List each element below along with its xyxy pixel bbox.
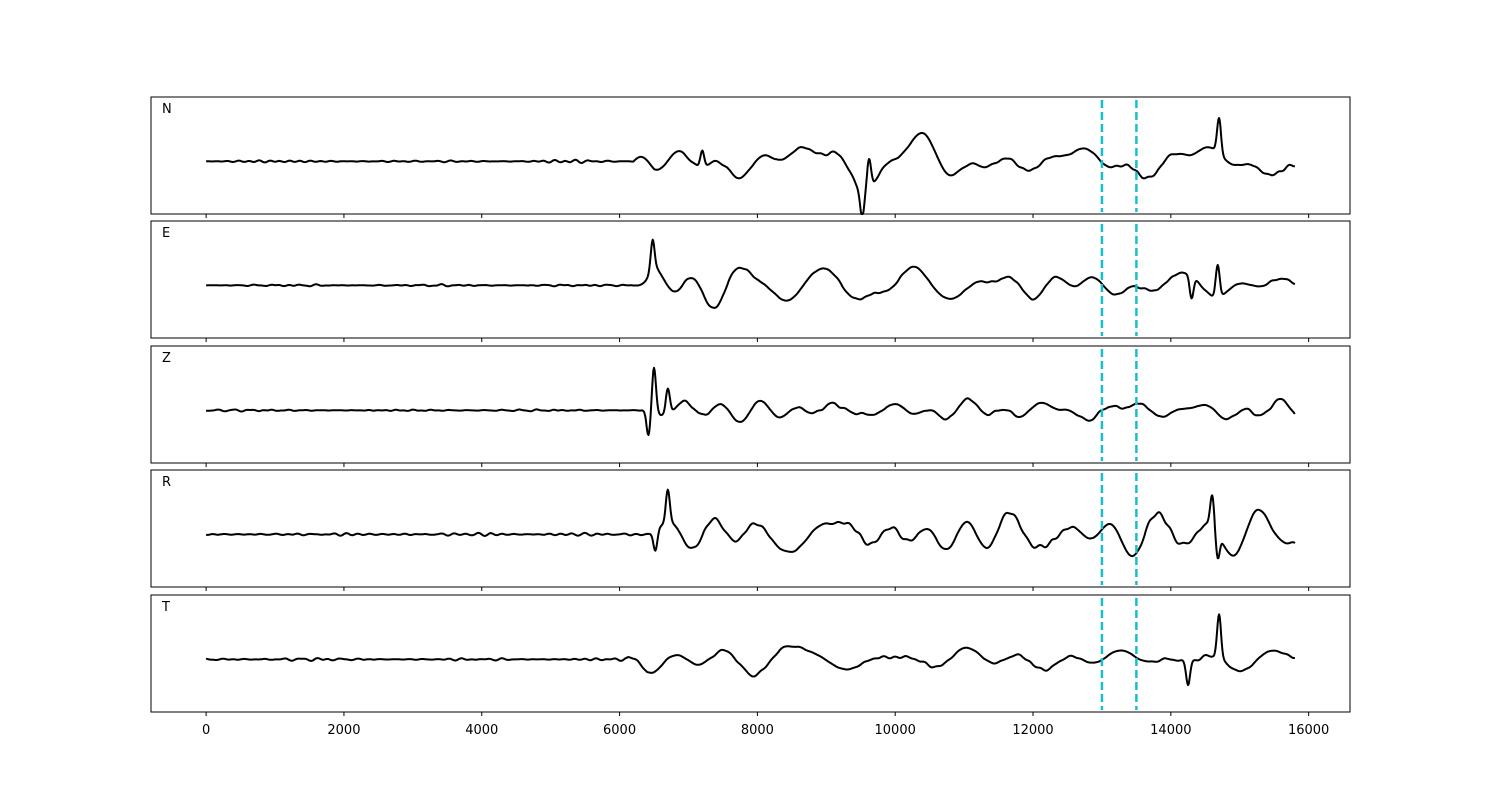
panel-frame (150, 469, 1351, 588)
panel-frame (150, 96, 1351, 215)
panel-frame (150, 345, 1351, 464)
waveform-trace (205, 613, 1296, 687)
x-tick-label: 14000 (1150, 723, 1191, 738)
panels-group: N E Z R T (150, 96, 1351, 716)
x-tick-label: 2000 (327, 723, 360, 738)
panel-label: T (161, 600, 170, 615)
x-tick-label: 10000 (875, 723, 916, 738)
waveform-trace (205, 238, 1296, 309)
panel-n: N (150, 96, 1351, 218)
panel-r: R (150, 469, 1351, 591)
x-tick-label: 6000 (603, 723, 636, 738)
panel-z: Z (150, 345, 1351, 467)
panel-frame (150, 594, 1351, 713)
x-tick-label: 16000 (1288, 723, 1329, 738)
waveform-trace (205, 488, 1296, 560)
waveform-trace (205, 117, 1296, 215)
panel-frame (150, 220, 1351, 339)
waveform-trace (205, 366, 1296, 436)
x-tick-label: 4000 (465, 723, 498, 738)
panel-label: Z (162, 351, 171, 366)
x-tick-label: 12000 (1012, 723, 1053, 738)
x-axis: 0 2000 4000 6000 8000 10000 12000 14000 16000 (202, 723, 1329, 738)
x-tick-label: 8000 (741, 723, 774, 738)
panel-label: E (162, 226, 170, 241)
panel-label: N (162, 102, 172, 117)
x-tick-label: 0 (202, 723, 210, 738)
panel-e: E (150, 220, 1351, 342)
panel-t: T (150, 594, 1351, 716)
panel-label: R (162, 475, 171, 490)
